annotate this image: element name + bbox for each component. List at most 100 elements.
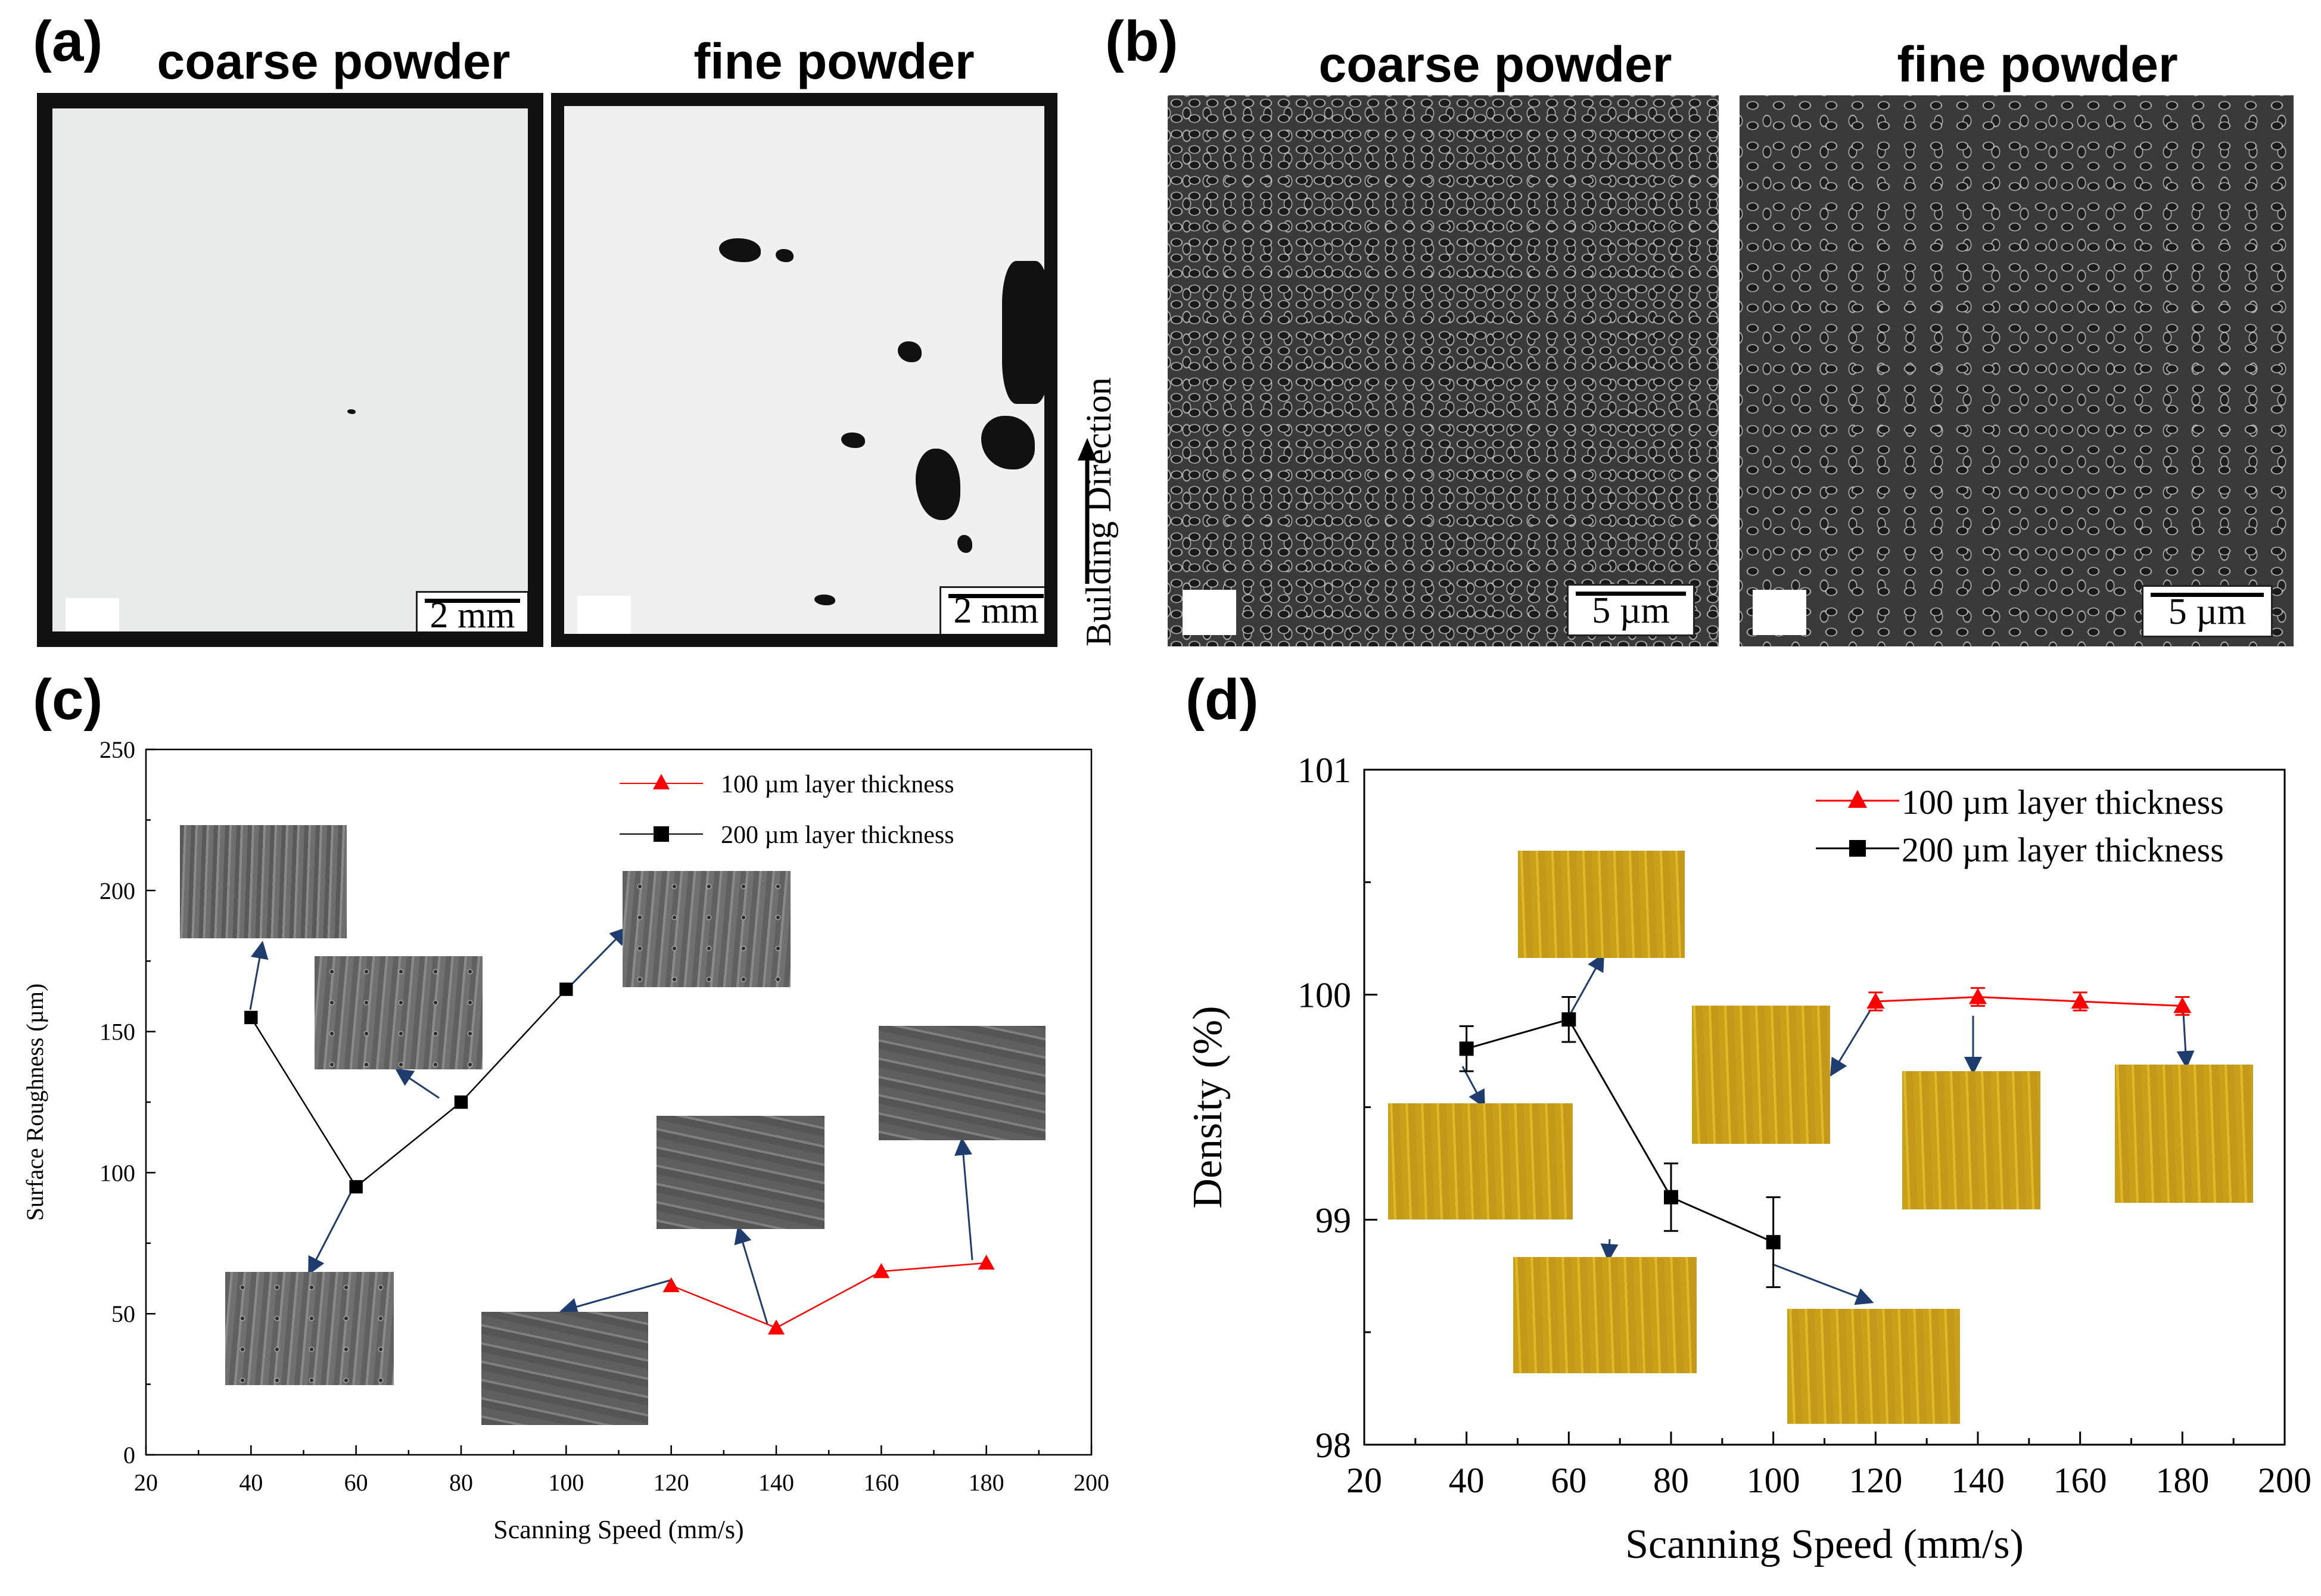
data-point — [2071, 992, 2089, 1009]
x-tick-label: 100 — [548, 1469, 584, 1496]
fine-powder-sem-micrograph: 5 µm — [1740, 95, 2294, 646]
x-tick-label: 160 — [2054, 1461, 2107, 1500]
inset-optical-100 — [1787, 1309, 1960, 1424]
fine-powder-optical-micrograph: 2 mm — [551, 93, 1057, 647]
series-line-1 — [250, 988, 567, 1188]
inset-sem-40 — [180, 825, 347, 938]
y-axis-label: Density (%) — [1185, 1006, 1231, 1208]
series-line-0 — [671, 1262, 987, 1329]
data-point — [873, 1263, 890, 1278]
coarse-powder-sem-micrograph: 5 µm — [1168, 95, 1719, 646]
data-point — [244, 1010, 258, 1025]
series-line-1 — [1466, 1018, 1774, 1243]
x-tick-label: 120 — [654, 1469, 689, 1496]
building-direction-arrow — [1078, 438, 1097, 584]
panel-b-fine-title: fine powder — [1897, 36, 2178, 92]
data-point — [454, 1095, 468, 1109]
legend-marker-100um — [653, 774, 670, 789]
legend-label-100um: 100 µm layer thickness — [1902, 783, 2224, 822]
y-axis-label: Surface Roughness (µm) — [21, 984, 48, 1221]
data-point — [559, 982, 573, 996]
x-tick-label: 20 — [1346, 1461, 1382, 1500]
inset-arrow — [954, 1137, 973, 1261]
inset-sem-100 — [623, 871, 791, 987]
micrograph-label-box — [66, 598, 119, 631]
series-line-0 — [1875, 995, 2183, 1007]
y-tick-label: 100 — [99, 1159, 135, 1186]
x-tick-label: 180 — [969, 1469, 1004, 1496]
panel-a-fine-title: fine powder — [693, 33, 975, 89]
panel-d-label: (d) — [1186, 668, 1259, 732]
data-point — [1766, 1235, 1781, 1250]
x-tick-label: 40 — [1449, 1461, 1485, 1500]
data-point — [978, 1254, 995, 1270]
inset-arrows — [249, 926, 973, 1324]
coarse-powder-optical-micrograph: 2 mm — [37, 93, 543, 647]
inset-arrows — [1461, 953, 2195, 1305]
inset-arrow — [308, 1185, 356, 1275]
inset-sem-60-upper — [315, 956, 483, 1069]
data-point — [1866, 992, 1885, 1009]
inset-arrow — [249, 941, 269, 1010]
x-axis-label: Scanning Speed (mm/s) — [1625, 1522, 2024, 1567]
inset-optical-180 — [2115, 1065, 2253, 1203]
y-tick-label: 99 — [1315, 1200, 1351, 1240]
x-tick-label: 120 — [1849, 1461, 1902, 1500]
inset-optical-140 — [1902, 1071, 2040, 1209]
building-direction-label: Building Direction — [1079, 377, 1118, 646]
inset-arrow — [734, 1225, 769, 1324]
inset-sem-60-lower — [225, 1272, 394, 1385]
x-tick-label: 200 — [2258, 1461, 2311, 1500]
scale-bar: 5 µm — [2142, 585, 2273, 637]
inset-arrow — [1772, 1263, 1874, 1305]
x-tick-label: 60 — [1551, 1461, 1586, 1500]
y-tick-label: 200 — [99, 878, 135, 904]
scale-bar: 2 mm — [939, 586, 1044, 634]
y-tick-label: 250 — [99, 736, 135, 763]
inset-arrow — [1461, 1066, 1485, 1109]
legend-marker-200um — [1849, 840, 1866, 857]
x-tick-label: 40 — [239, 1469, 263, 1496]
inset-optical-40 — [1388, 1103, 1573, 1219]
micrograph-label-box — [577, 596, 631, 634]
y-tick-label: 100 — [1298, 976, 1351, 1015]
panel-b-coarse-title: coarse powder — [1318, 36, 1672, 92]
x-tick-label: 160 — [863, 1469, 899, 1496]
y-tick-label: 50 — [111, 1301, 135, 1327]
inset-arrow — [566, 926, 629, 990]
legend: 100 µm layer thickness 200 µm layer thic… — [620, 771, 954, 849]
panel-a-coarse-title: coarse powder — [157, 33, 511, 89]
y-tick-label: 150 — [99, 1019, 135, 1046]
x-tick-label: 60 — [344, 1469, 368, 1496]
y-tick-label: 0 — [123, 1442, 135, 1469]
panel-c-label: (c) — [33, 668, 103, 732]
x-axis-label: Scanning Speed (mm/s) — [493, 1515, 743, 1544]
inset-arrow — [1564, 953, 1604, 1024]
y-tick-label: 98 — [1315, 1426, 1351, 1465]
x-tick-label: 180 — [2155, 1461, 2209, 1500]
x-tick-label: 140 — [1951, 1461, 2005, 1500]
inset-sem-120 — [481, 1312, 648, 1425]
micrograph-label-box — [1753, 590, 1806, 635]
scale-bar: 5 µm — [1567, 584, 1695, 636]
data-point — [662, 1277, 680, 1293]
data-point — [768, 1319, 785, 1335]
inset-optical-120 — [1692, 1006, 1830, 1144]
legend-label-200um: 200 µm layer thickness — [721, 822, 954, 849]
scale-bar: 2 mm — [416, 591, 528, 631]
micrograph-label-box — [1183, 590, 1236, 635]
inset-arrow — [1600, 1239, 1619, 1262]
inset-arrow — [395, 1068, 440, 1099]
data-point — [1969, 988, 1987, 1004]
inset-arrow — [1830, 1009, 1872, 1077]
data-point — [2173, 997, 2192, 1013]
x-tick-label: 80 — [449, 1469, 473, 1496]
inset-optical-80 — [1513, 1257, 1697, 1373]
panel-a-label: (a) — [33, 10, 103, 73]
x-tick-label: 100 — [1747, 1461, 1800, 1500]
data-point — [1664, 1190, 1678, 1205]
data-point — [349, 1180, 363, 1194]
inset-arrow — [2176, 1012, 2195, 1069]
y-tick-label: 101 — [1298, 751, 1351, 790]
x-tick-label: 80 — [1653, 1461, 1689, 1500]
